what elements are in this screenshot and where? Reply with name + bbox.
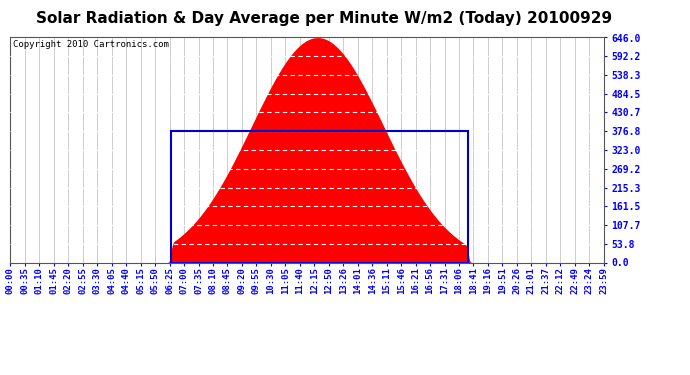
Text: Copyright 2010 Cartronics.com: Copyright 2010 Cartronics.com [13,40,169,49]
Text: Solar Radiation & Day Average per Minute W/m2 (Today) 20100929: Solar Radiation & Day Average per Minute… [37,11,612,26]
Bar [171,131,468,262]
